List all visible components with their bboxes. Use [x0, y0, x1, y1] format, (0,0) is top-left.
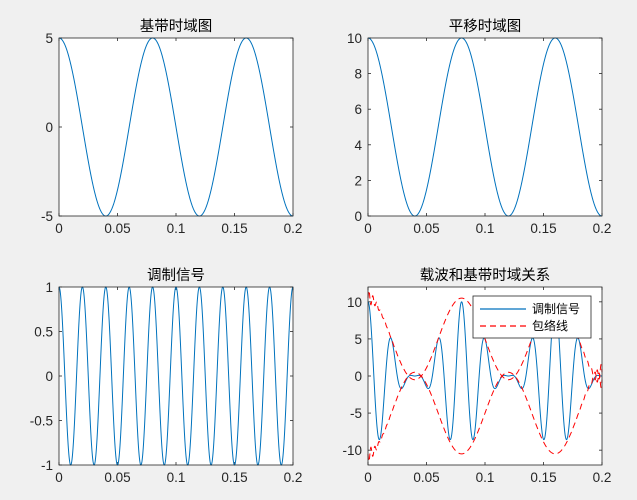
y-tick-label: -1: [41, 458, 53, 473]
axes-box: [367, 37, 603, 217]
x-tick-label: 0.05: [104, 221, 130, 236]
axis-ticks: 0 0.05 0.1 0.15 0.2 0 2 4 6 8 10: [347, 31, 611, 236]
legend-label-signal: 调制信号: [532, 302, 580, 316]
chart-title: 基带时域图: [140, 18, 213, 35]
y-tick-label: 0: [354, 369, 362, 384]
y-tick-label: -5: [350, 406, 362, 421]
series-line-envelope-upper: [367, 289, 603, 389]
y-tick-label: 6: [354, 102, 362, 117]
y-tick-label: 5: [354, 332, 362, 347]
axes-box: [367, 286, 603, 466]
chart-title: 载波和基带时域关系: [420, 267, 551, 284]
x-tick-label: 0.1: [167, 470, 186, 485]
y-tick-label: 1: [45, 280, 53, 295]
y-tick-label: 0.5: [34, 325, 53, 340]
x-tick-label: 0.2: [284, 221, 303, 236]
x-tick-label: 0.15: [221, 221, 247, 236]
x-tick-label: 0.1: [167, 221, 186, 236]
x-tick-label: 0: [55, 221, 63, 236]
y-tick-label: -10: [342, 443, 362, 458]
x-tick-label: 0.1: [476, 470, 495, 485]
x-tick-label: 0.2: [593, 470, 612, 485]
x-tick-label: 0: [55, 470, 63, 485]
series-line-shifted: [367, 37, 603, 217]
x-tick-label: 0.15: [530, 470, 556, 485]
y-tick-label: 0: [354, 209, 362, 224]
x-tick-label: 0.15: [221, 470, 247, 485]
plot-area: [59, 287, 293, 465]
subplot-shifted: 平移时域图 0 0.05 0.1 0.15 0.2 0 2 4 6 8 10: [347, 18, 611, 236]
chart-title: 调制信号: [147, 267, 205, 284]
subplot-carrier-envelope: 载波和基带时域关系 0 0.05 0.1 0.15 0.2 -10 -5 0 5 10 调制信号 …: [342, 267, 611, 485]
legend-box: [472, 295, 592, 339]
legend: 调制信号 包络线: [472, 295, 592, 339]
subplot-modulation: 调制信号 0 0.05 0.1 0.15 0.2 -1 -0.5 0 0.5 1: [30, 267, 303, 485]
legend-label-envelope: 包络线: [532, 318, 568, 333]
axes-box: [58, 37, 294, 217]
x-tick-label: 0.05: [413, 470, 439, 485]
x-tick-label: 0.2: [593, 221, 612, 236]
x-tick-label: 0: [364, 470, 372, 485]
series-line-envelope-lower: [367, 363, 603, 463]
y-tick-label: 2: [354, 173, 362, 188]
x-tick-label: 0.05: [104, 470, 130, 485]
y-tick-label: -5: [41, 209, 53, 224]
series-line-baseband: [58, 37, 294, 217]
y-tick-label: 8: [354, 67, 362, 82]
y-tick-label: 4: [354, 138, 362, 153]
axes-box: [58, 286, 294, 466]
y-tick-label: 0: [45, 120, 53, 135]
y-tick-label: 10: [347, 31, 362, 46]
x-tick-label: 0.05: [413, 221, 439, 236]
subplot-baseband: 基带时域图 0 0.05 0.1 0.15 0.2-505: [41, 18, 302, 236]
y-tick-label: -0.5: [30, 414, 53, 429]
x-tick-label: 0.2: [284, 470, 303, 485]
y-tick-label: 0: [45, 369, 53, 384]
x-tick-label: 0.15: [530, 221, 556, 236]
y-tick-label: 10: [347, 295, 362, 310]
axis-ticks: 0 0.05 0.1 0.15 0.2 -1 -0.5 0 0.5 1: [30, 280, 303, 485]
chart-title: 平移时域图: [449, 18, 522, 35]
y-tick-label: 5: [45, 31, 53, 46]
x-tick-label: 0.1: [476, 221, 495, 236]
x-tick-label: 0: [364, 221, 372, 236]
axis-ticks: 0 0.05 0.1 0.15 0.2-505: [41, 31, 302, 236]
